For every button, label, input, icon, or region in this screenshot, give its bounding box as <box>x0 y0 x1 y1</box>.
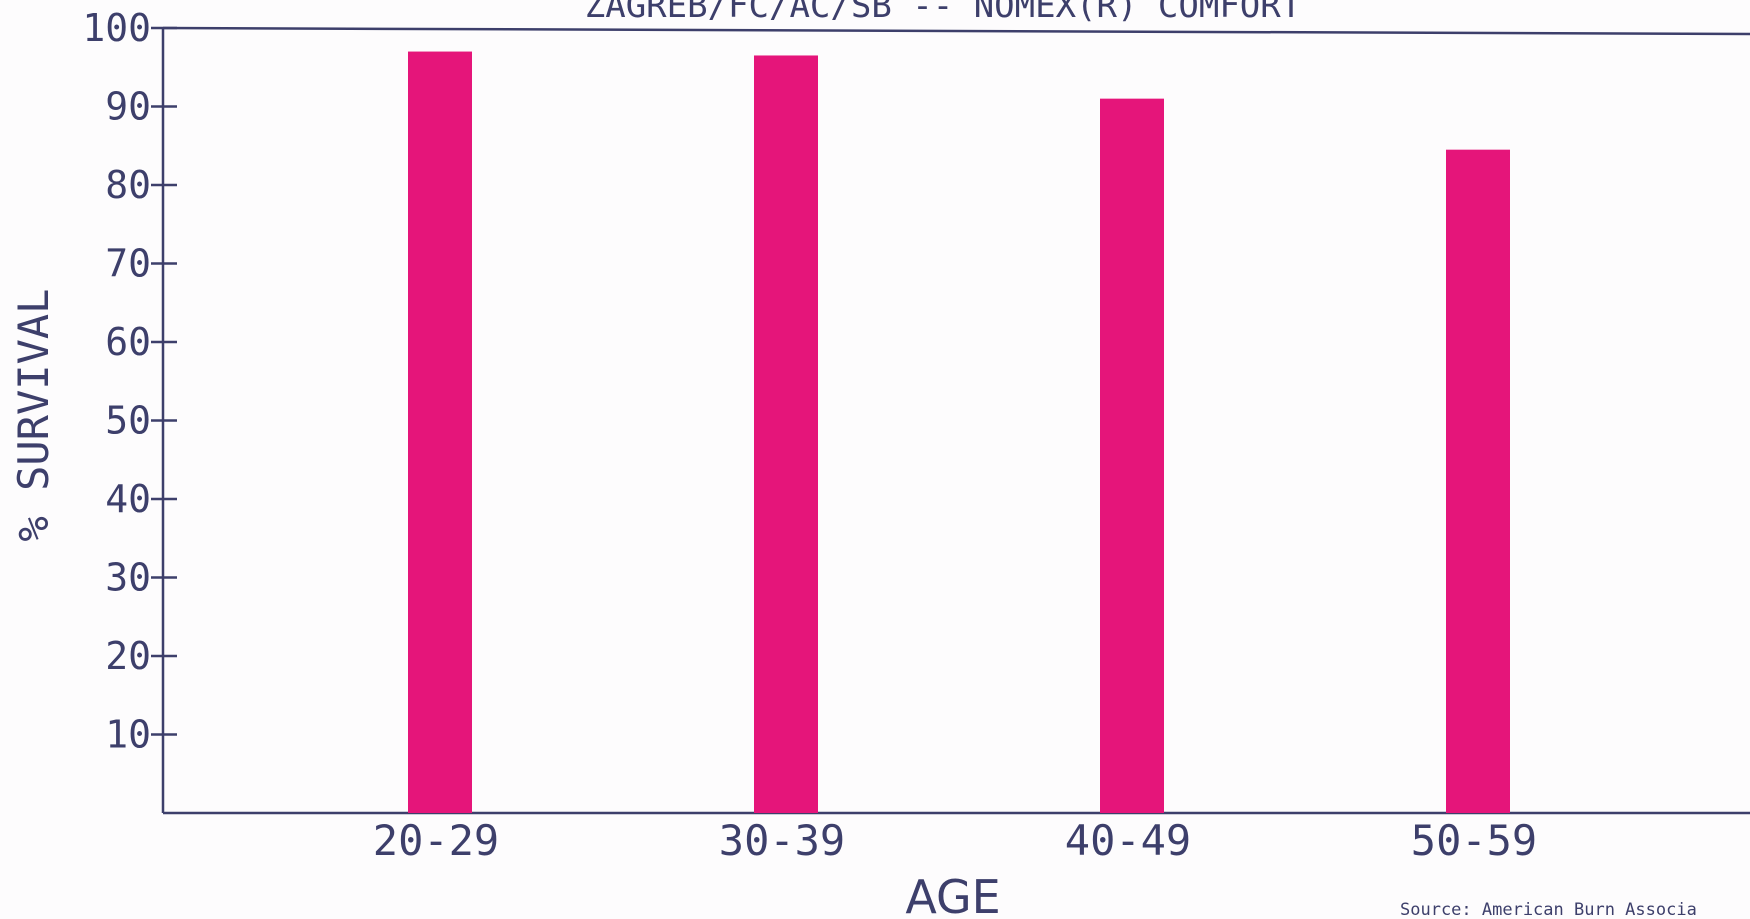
source-note: Source: American Burn Associa <box>1400 900 1697 919</box>
y-tick-label: 30 <box>105 556 151 600</box>
chart-title: ZAGREB/FC/AC/SB -- NOMEX(R) COMFORT <box>585 0 1301 26</box>
bar <box>1446 150 1510 813</box>
y-tick-label: 90 <box>105 85 151 129</box>
bar <box>754 55 818 813</box>
x-tick-label: 40-49 <box>1065 816 1191 865</box>
x-tick-label: 30-39 <box>719 816 845 865</box>
y-tick-label: 20 <box>105 634 151 678</box>
x-tick-label: 20-29 <box>373 816 499 865</box>
y-tick-label: 60 <box>105 320 151 364</box>
bars <box>408 52 1510 813</box>
y-tick-label: 40 <box>105 477 151 521</box>
bar <box>408 52 472 813</box>
bar <box>1100 99 1164 813</box>
y-tick-label: 100 <box>82 6 151 50</box>
y-tick-label: 50 <box>105 399 151 443</box>
category-labels: 20-29 30-39 40-49 50-59 <box>373 816 1537 865</box>
x-axis-label: AGE <box>905 870 1000 919</box>
y-tick-label: 80 <box>105 163 151 207</box>
y-axis-label: % SURVIVAL <box>9 289 58 542</box>
y-tick-label: 10 <box>105 713 151 757</box>
y-tick-label: 70 <box>105 242 151 286</box>
x-tick-label: 50-59 <box>1411 816 1537 865</box>
plot-top-border <box>163 28 1750 34</box>
